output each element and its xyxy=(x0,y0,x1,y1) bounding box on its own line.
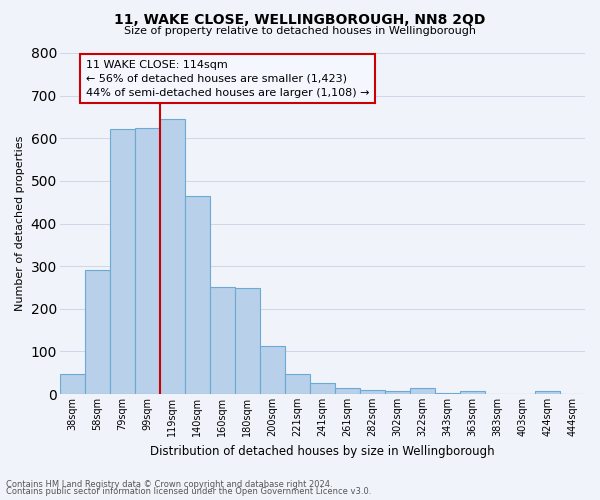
Text: Contains public sector information licensed under the Open Government Licence v3: Contains public sector information licen… xyxy=(6,488,371,496)
Text: 11 WAKE CLOSE: 114sqm
← 56% of detached houses are smaller (1,423)
44% of semi-d: 11 WAKE CLOSE: 114sqm ← 56% of detached … xyxy=(86,60,370,98)
X-axis label: Distribution of detached houses by size in Wellingborough: Distribution of detached houses by size … xyxy=(150,444,494,458)
Bar xyxy=(260,346,285,394)
Bar xyxy=(385,390,410,394)
Bar xyxy=(60,374,85,394)
Text: Size of property relative to detached houses in Wellingborough: Size of property relative to detached ho… xyxy=(124,26,476,36)
Bar xyxy=(85,270,110,394)
Bar xyxy=(460,390,485,394)
Bar xyxy=(110,129,135,394)
Bar xyxy=(335,388,360,394)
Bar xyxy=(185,196,210,394)
Text: Contains HM Land Registry data © Crown copyright and database right 2024.: Contains HM Land Registry data © Crown c… xyxy=(6,480,332,489)
Bar xyxy=(235,288,260,394)
Bar xyxy=(360,390,385,394)
Bar xyxy=(210,288,235,394)
Bar xyxy=(435,392,460,394)
Bar xyxy=(535,390,560,394)
Bar xyxy=(160,119,185,394)
Y-axis label: Number of detached properties: Number of detached properties xyxy=(15,136,25,311)
Bar xyxy=(310,384,335,394)
Bar xyxy=(135,128,160,394)
Bar xyxy=(285,374,310,394)
Bar xyxy=(410,388,435,394)
Text: 11, WAKE CLOSE, WELLINGBOROUGH, NN8 2QD: 11, WAKE CLOSE, WELLINGBOROUGH, NN8 2QD xyxy=(115,12,485,26)
